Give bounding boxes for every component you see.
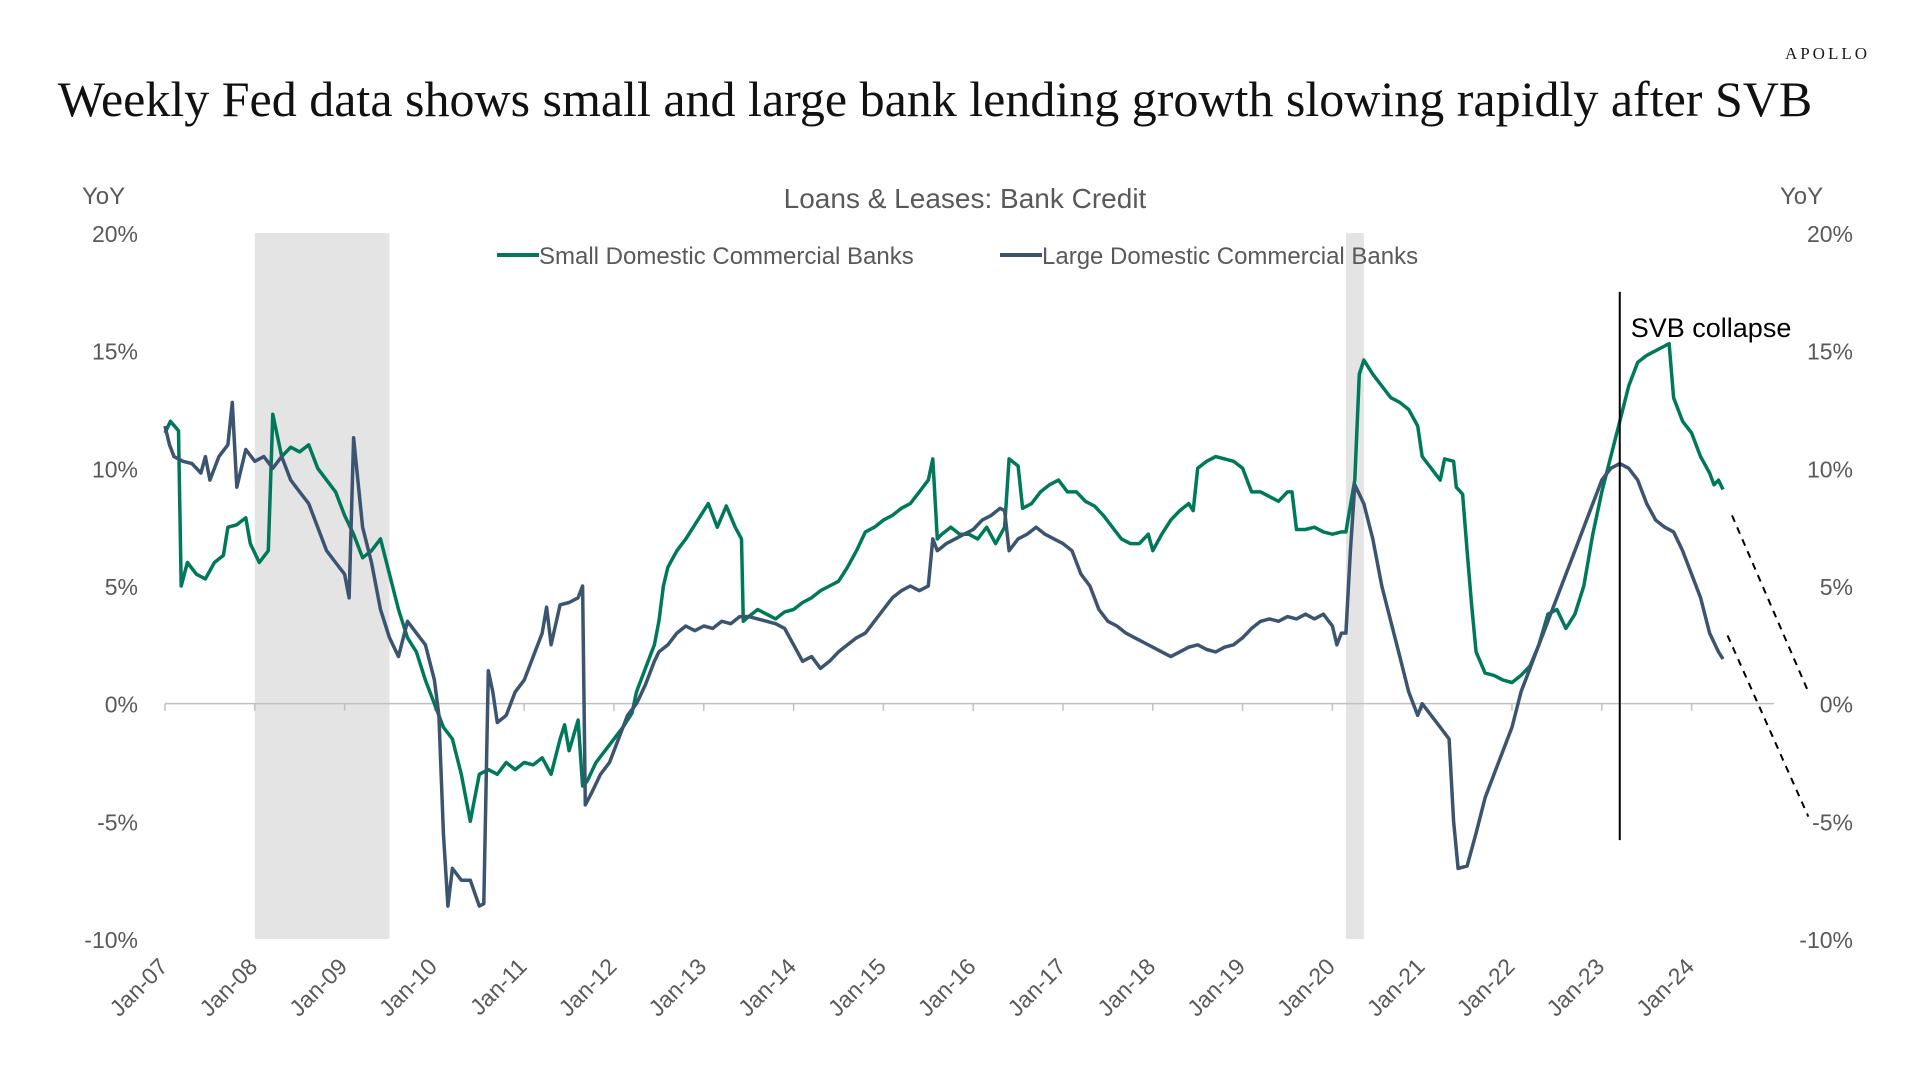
x-tick-label: Jan-21 xyxy=(1362,953,1430,1021)
x-tick-label: Jan-09 xyxy=(284,953,352,1021)
x-tick-label: Jan-11 xyxy=(465,953,532,1020)
x-tick-label: Jan-10 xyxy=(374,953,442,1021)
x-tick-label: Jan-07 xyxy=(104,953,172,1021)
x-tick-label: Jan-16 xyxy=(913,953,981,1021)
x-tick-label: Jan-12 xyxy=(553,953,621,1021)
page-title: Weekly Fed data shows small and large ba… xyxy=(57,71,1813,127)
legend-item-small-banks: Small Domestic Commercial Banks xyxy=(539,243,914,270)
y-tick-label-right: 20% xyxy=(1807,221,1853,247)
y-axis-unit-left: YoY xyxy=(82,183,125,210)
x-tick-labels: Jan-07 Jan-08 Jan-09 Jan-10 Jan-11 Jan-12 Jan-… xyxy=(104,953,1699,1021)
projection-lines xyxy=(1726,515,1810,818)
x-tick-label: Jan-23 xyxy=(1541,953,1609,1021)
chart-legend: Small Domestic Commercial Banks Large Dom… xyxy=(497,243,1418,270)
svb-collapse-label: SVB collapse xyxy=(1631,313,1792,343)
x-tick-label: Jan-24 xyxy=(1631,953,1699,1021)
y-tick-labels: -10% -10% -5% -5% 0% 0% 5% 5% 10% 10% 15% 15% 20% 20% xyxy=(84,221,1853,953)
y-tick-label-right: -5% xyxy=(1812,809,1853,835)
x-tick-label: Jan-19 xyxy=(1182,953,1250,1021)
y-tick-label-left: 5% xyxy=(105,574,138,600)
y-tick-label-right: 15% xyxy=(1807,339,1853,365)
x-tick-label: Jan-22 xyxy=(1451,953,1519,1021)
x-tick-label: Jan-13 xyxy=(643,953,711,1021)
x-tick-label: Jan-14 xyxy=(733,953,801,1021)
chart-axes xyxy=(164,702,1774,711)
y-tick-label-right: 10% xyxy=(1807,456,1853,482)
y-tick-label-right: -10% xyxy=(1799,927,1853,953)
y-tick-label-right: 0% xyxy=(1820,692,1853,718)
recession-band-1 xyxy=(254,233,390,939)
y-tick-label-left: 10% xyxy=(92,456,138,482)
brand-logo-text: APOLLO xyxy=(1784,44,1870,63)
event-marker: SVB collapse xyxy=(1618,291,1792,841)
series-line-small-banks xyxy=(163,341,1725,824)
chart-title: Loans & Leases: Bank Credit xyxy=(784,183,1147,214)
y-tick-label-left: -10% xyxy=(84,927,138,953)
series-lines xyxy=(163,341,1725,908)
recession-shading-group xyxy=(254,233,1364,939)
y-tick-label-right: 5% xyxy=(1820,574,1853,600)
series-line-large-banks xyxy=(163,400,1725,908)
projection-small-banks xyxy=(1731,515,1810,693)
y-tick-label-left: 20% xyxy=(92,221,138,247)
y-axis-unit-right: YoY xyxy=(1780,183,1823,210)
x-tick-label: Jan-08 xyxy=(194,953,262,1021)
y-tick-label-left: -5% xyxy=(97,809,138,835)
x-tick-label: Jan-20 xyxy=(1272,953,1340,1021)
y-tick-label-left: 0% xyxy=(105,692,138,718)
x-tick-label: Jan-15 xyxy=(823,953,891,1021)
x-tick-label: Jan-17 xyxy=(1002,953,1070,1021)
y-tick-label-left: 15% xyxy=(92,339,138,365)
legend-item-large-banks: Large Domestic Commercial Banks xyxy=(1042,243,1418,270)
x-tick-label: Jan-18 xyxy=(1092,953,1160,1021)
